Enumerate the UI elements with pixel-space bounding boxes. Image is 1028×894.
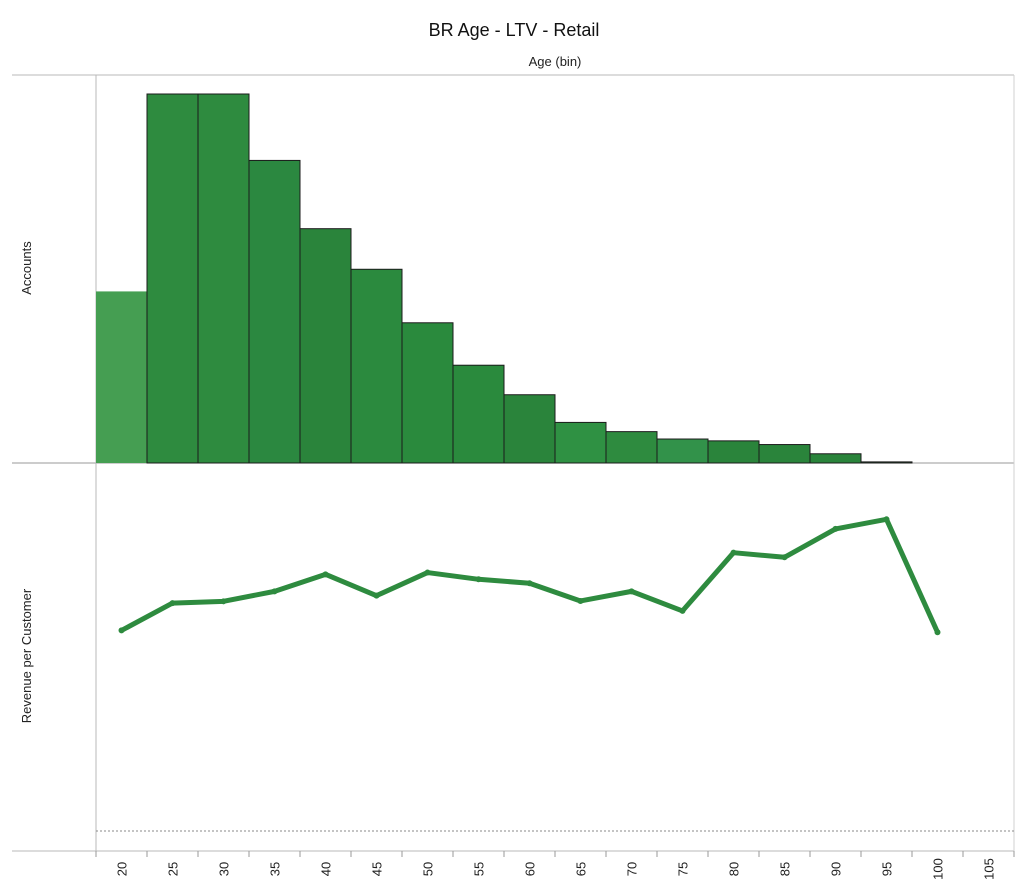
bar-age-35 — [248, 159, 301, 464]
revenue-point-100 — [934, 629, 941, 636]
x-tick-label: 35 — [268, 862, 283, 876]
x-tick-label: 95 — [880, 862, 895, 876]
x-tick-label: 100 — [931, 858, 946, 880]
x-tick-label: 45 — [370, 862, 385, 876]
bar-age-40 — [299, 228, 352, 464]
x-tick-label: 85 — [778, 862, 793, 876]
revenue-point-70 — [628, 588, 635, 595]
revenue-point-65 — [577, 597, 584, 604]
bar-age-25 — [146, 93, 199, 464]
revenue-point-55 — [475, 576, 482, 583]
bar-age-95 — [860, 461, 913, 464]
bar-age-45 — [350, 268, 403, 464]
bar-age-75 — [656, 438, 709, 464]
revenue-point-95 — [883, 516, 890, 523]
x-tick-label: 60 — [523, 862, 538, 876]
revenue-point-90 — [832, 525, 839, 532]
accounts-bars — [96, 93, 913, 464]
bar-age-55 — [452, 364, 505, 464]
revenue-point-25 — [169, 600, 176, 607]
x-tick-label: 40 — [319, 862, 334, 876]
bar-age-30 — [197, 93, 250, 464]
bar-age-65 — [554, 421, 607, 464]
bar-age-50 — [401, 322, 454, 464]
revenue-per-customer-line — [119, 516, 940, 635]
x-axis-ticks: 20 25 30 35 40 45 50 55 60 65 70 75 80 85 90 95 100 105 — [95, 851, 1015, 880]
revenue-point-85 — [781, 554, 788, 561]
revenue-point-20 — [118, 627, 125, 634]
x-tick-label: 65 — [574, 862, 589, 876]
revenue-point-30 — [220, 598, 227, 605]
x-axis-title: Age (bin) — [528, 54, 582, 69]
bar-age-85 — [758, 444, 811, 464]
bar-age-20 — [96, 291, 147, 463]
x-tick-label: 90 — [829, 862, 844, 876]
x-tick-label: 55 — [472, 862, 487, 876]
revenue-point-50 — [424, 569, 431, 576]
chart-title: BR Age - LTV - Retail — [428, 20, 600, 40]
revenue-point-60 — [526, 580, 533, 587]
x-tick-label: 80 — [727, 862, 742, 876]
bar-age-80 — [707, 440, 760, 464]
bar-age-60 — [503, 394, 556, 464]
x-tick-label: 70 — [625, 862, 640, 876]
bar-age-70 — [605, 431, 658, 464]
bar-age-90 — [809, 453, 862, 464]
x-tick-label: 105 — [982, 858, 997, 880]
accounts-axis-label: Accounts — [19, 241, 34, 295]
revenue-point-45 — [373, 592, 380, 599]
x-tick-label: 75 — [676, 862, 691, 876]
x-tick-label: 25 — [166, 862, 181, 876]
revenue-point-40 — [322, 571, 329, 578]
revenue-point-35 — [271, 588, 278, 595]
x-tick-label: 50 — [421, 862, 436, 876]
revenue-line-layer — [118, 516, 941, 636]
x-tick-label: 20 — [115, 862, 130, 876]
x-tick-label: 30 — [217, 862, 232, 876]
revenue-axis-label: Revenue per Customer — [19, 588, 34, 723]
revenue-point-75 — [679, 607, 686, 614]
revenue-point-80 — [730, 549, 737, 556]
